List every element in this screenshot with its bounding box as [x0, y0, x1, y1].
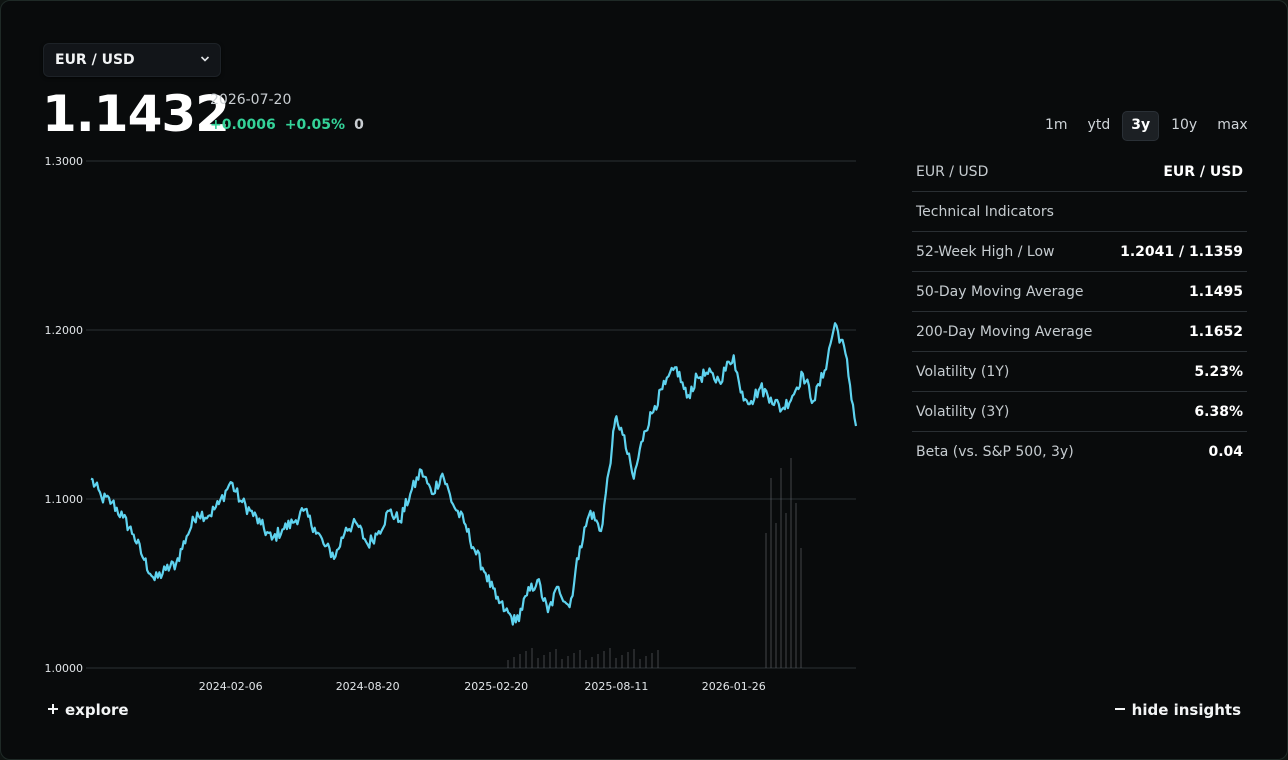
indicator-label: 52-Week High / Low	[916, 243, 1055, 260]
range-10y-button[interactable]: 10y	[1171, 117, 1198, 133]
hide-insights-button[interactable]: hide insights	[1114, 701, 1241, 719]
range-1m-button[interactable]: 1m	[1045, 117, 1068, 133]
indicator-label: Volatility (3Y)	[916, 403, 1010, 420]
range-max-button[interactable]: max	[1217, 117, 1248, 133]
indicator-label: 50-Day Moving Average	[916, 283, 1084, 300]
change-absolute: +0.0006	[210, 117, 276, 133]
indicator-value: 1.1495	[1188, 283, 1243, 300]
x-tick-label: 2024-02-06	[199, 680, 263, 693]
indicator-row-50dma: 50-Day Moving Average 1.1495	[912, 272, 1247, 312]
quote-date: 2026-07-20	[210, 92, 292, 108]
currency-pair-select[interactable]: EUR / USD	[43, 43, 221, 77]
chevron-down-icon	[200, 55, 210, 66]
hide-insights-label: hide insights	[1131, 701, 1241, 719]
insights-header-label: EUR / USD	[916, 163, 989, 180]
insights-header-value: EUR / USD	[1163, 163, 1243, 180]
range-selector: 1m ytd 3y 10y max	[1037, 111, 1256, 141]
x-tick-label: 2025-02-20	[464, 680, 528, 693]
price-line	[90, 322, 858, 626]
y-tick-label: 1.2000	[45, 324, 84, 337]
indicator-value: 1.2041 / 1.1359	[1120, 243, 1243, 260]
technical-indicators-title: Technical Indicators	[912, 192, 1247, 232]
indicator-value: 6.38%	[1194, 403, 1243, 420]
y-tick-label: 1.1000	[45, 493, 84, 506]
indicator-label: Volatility (1Y)	[916, 363, 1010, 380]
x-tick-label: 2025-08-11	[584, 680, 648, 693]
indicator-row-vol3y: Volatility (3Y) 6.38%	[912, 392, 1247, 432]
insights-panel: EUR / USD EUR / USD Technical Indicators…	[912, 152, 1247, 471]
explore-label: explore	[65, 701, 129, 719]
indicator-value: 1.1652	[1188, 323, 1243, 340]
x-tick-label: 2024-08-20	[336, 680, 400, 693]
insights-header-row: EUR / USD EUR / USD	[912, 152, 1247, 192]
range-3y-button[interactable]: 3y	[1122, 111, 1160, 141]
price-chart[interactable]: 1.0000 1.1000 1.2000 1.3000 2024-02-06 2024-…	[1, 141, 881, 701]
current-price: 1.1432	[42, 85, 230, 143]
indicator-row-beta: Beta (vs. S&P 500, 3y) 0.04	[912, 432, 1247, 471]
volume-value: 0	[354, 117, 364, 133]
x-tick-label: 2026-01-26	[702, 680, 766, 693]
indicator-row-vol1y: Volatility (1Y) 5.23%	[912, 352, 1247, 392]
indicator-row-52week: 52-Week High / Low 1.2041 / 1.1359	[912, 232, 1247, 272]
indicator-value: 0.04	[1208, 443, 1243, 460]
indicator-label: 200-Day Moving Average	[916, 323, 1093, 340]
price-changes: +0.0006 +0.05% 0	[210, 117, 364, 133]
indicator-value: 5.23%	[1194, 363, 1243, 380]
plus-icon	[47, 701, 59, 719]
y-tick-label: 1.3000	[45, 155, 84, 168]
range-ytd-button[interactable]: ytd	[1087, 117, 1111, 133]
explore-button[interactable]: explore	[47, 701, 129, 719]
section-title: Technical Indicators	[916, 203, 1054, 220]
indicator-row-200dma: 200-Day Moving Average 1.1652	[912, 312, 1247, 352]
minus-icon	[1114, 701, 1126, 719]
y-tick-label: 1.0000	[45, 662, 84, 675]
change-percent: +0.05%	[284, 117, 346, 133]
indicator-label: Beta (vs. S&P 500, 3y)	[916, 443, 1074, 460]
currency-pair-label: EUR / USD	[55, 52, 135, 68]
